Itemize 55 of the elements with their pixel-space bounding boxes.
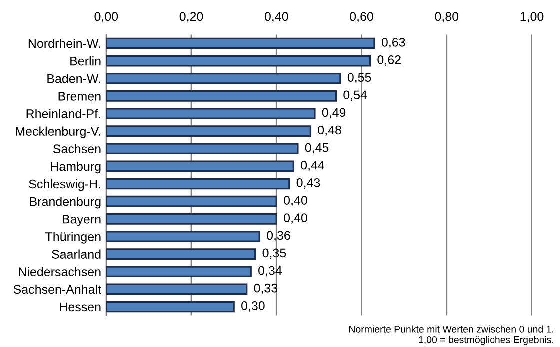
data-label: 0,48 <box>318 126 342 136</box>
bar <box>106 160 294 172</box>
text: Normierte Punkte mit Werten zwischen 0 und 1. 1,00 = bestmögliches Ergebnis. <box>350 326 554 346</box>
bar <box>106 213 278 225</box>
data-label: 0,55 <box>348 73 372 84</box>
data-label: 0,45 <box>305 143 329 154</box>
y-tick-label: Bremen <box>58 92 101 101</box>
bar <box>106 38 376 50</box>
y-tick-label: Berlin <box>70 56 101 66</box>
x-tick-label: 0,80 <box>435 12 459 23</box>
bar <box>106 231 260 242</box>
data-label: 0,30 <box>242 301 265 312</box>
data-label: 0,63 <box>382 38 406 48</box>
data-label: 0,34 <box>258 266 282 277</box>
data-label: 0,33 <box>254 284 278 294</box>
bar <box>106 248 256 260</box>
y-tick-label: Saarland <box>52 250 101 259</box>
y-tick-label: Thüringen <box>46 232 101 244</box>
x-tick-label: 1,00 <box>520 12 544 23</box>
y-tick-label: Nordrhein-W. <box>28 38 100 48</box>
y-tick-label: Sachsen-Anhalt <box>14 284 102 294</box>
x-tick-label: 0,40 <box>264 12 288 23</box>
y-tick-label: Mecklenburg-V. <box>16 126 100 138</box>
data-label: 0,35 <box>262 248 286 260</box>
bar <box>106 178 290 190</box>
bar <box>106 266 252 278</box>
data-label: 0,49 <box>322 108 346 119</box>
y-tick-label: Sachsen <box>53 144 101 154</box>
y-tick-label: Rheinland-Pf. <box>26 109 100 118</box>
y-tick-label: Niedersachsen <box>19 267 101 277</box>
data-label: 0,40 <box>284 196 308 206</box>
data-label: 0,44 <box>301 160 325 172</box>
y-tick-label: Brandenburg <box>30 197 101 209</box>
data-label: 0,40 <box>284 214 308 224</box>
data-label: 0,54 <box>344 90 368 102</box>
y-tick-label: Hessen <box>60 302 101 312</box>
bar <box>106 108 316 120</box>
data-label: 0,36 <box>267 231 290 242</box>
x-tick-label: 0,20 <box>180 12 204 23</box>
y-tick-label: Schleswig-H. <box>29 179 100 192</box>
bar <box>106 196 278 208</box>
y-tick-label: Hamburg <box>51 162 101 174</box>
y-tick-label: Baden-W. <box>48 74 100 84</box>
x-tick-label: 0,00 <box>94 12 118 23</box>
x-tick-label: 0,60 <box>350 12 374 23</box>
bar <box>106 72 342 84</box>
bar <box>106 55 372 67</box>
bar <box>106 126 312 137</box>
y-tick-label: Bayern <box>62 215 101 226</box>
bar <box>106 90 338 102</box>
bar <box>106 284 248 296</box>
data-label: 0,43 <box>296 178 320 189</box>
bar <box>106 143 299 155</box>
bar <box>106 301 235 313</box>
data-label: 0,62 <box>378 56 401 66</box>
